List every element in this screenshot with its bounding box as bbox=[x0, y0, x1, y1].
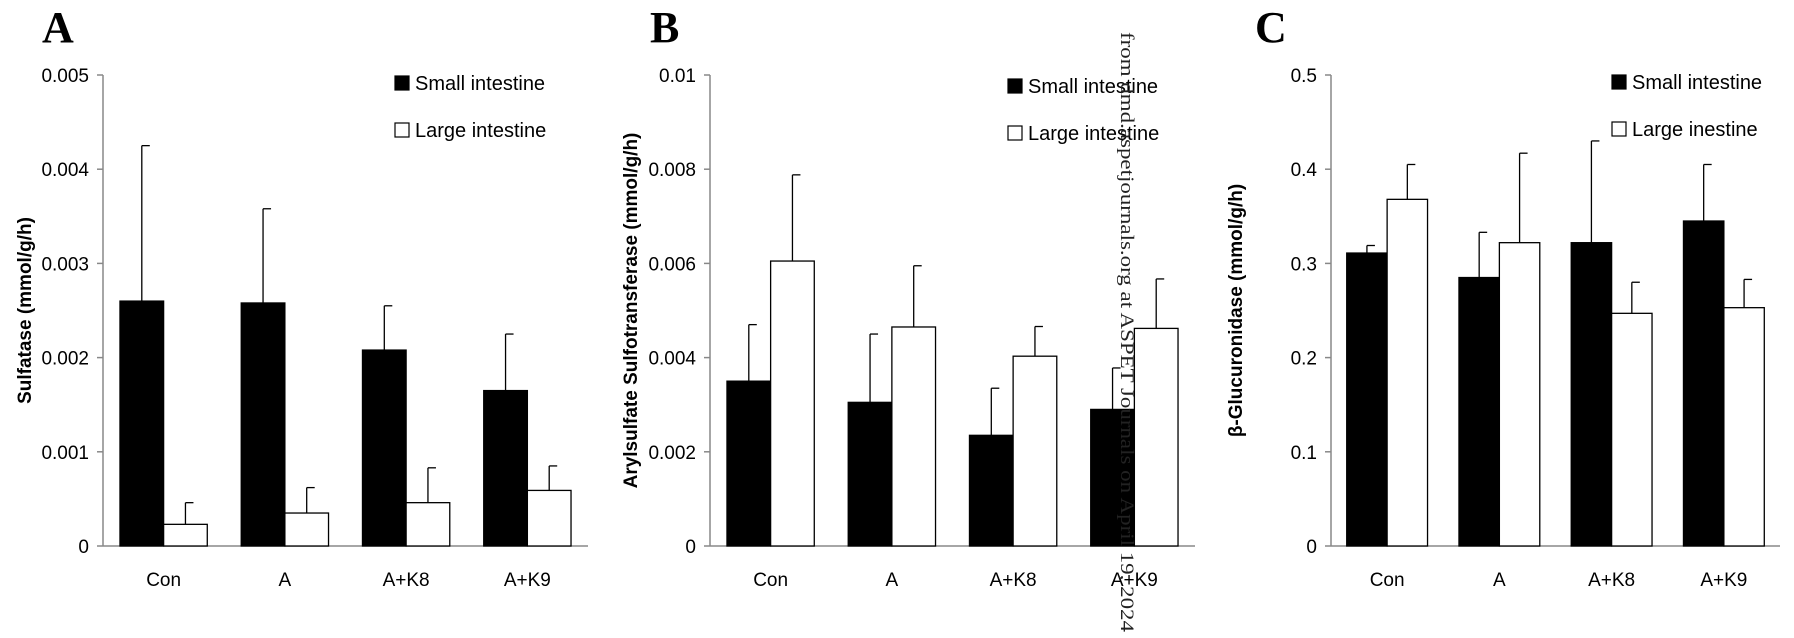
legend-label: Large intestine bbox=[415, 120, 546, 142]
bar-large-intestine bbox=[1723, 307, 1765, 547]
y-tick-label: 0.008 bbox=[648, 160, 696, 181]
bar-large-intestine bbox=[1386, 198, 1429, 547]
category-label: A+K9 bbox=[504, 570, 551, 591]
panel-letter: A bbox=[42, 3, 74, 52]
category-label: A bbox=[886, 570, 899, 591]
y-axis-title: Sulfatase (mmol/g/h) bbox=[15, 217, 36, 404]
bar-large-intestine bbox=[526, 489, 572, 547]
category-label: A+K8 bbox=[1588, 570, 1635, 591]
legend-swatch-large bbox=[1611, 121, 1627, 137]
y-tick-label: 0.01 bbox=[659, 66, 696, 87]
category-label: A+K8 bbox=[990, 570, 1037, 591]
legend-swatch-small bbox=[394, 75, 410, 91]
bar-large-intestine bbox=[769, 260, 815, 547]
y-axis-title: Arylsulfate Sulfotransferase (mmol/g/h) bbox=[621, 133, 642, 489]
y-tick-label: 0.004 bbox=[41, 160, 89, 181]
category-label: A+K9 bbox=[1111, 570, 1158, 591]
legend-label: Small intestine bbox=[1028, 76, 1158, 98]
bar-small-intestine bbox=[483, 389, 529, 547]
bar-small-intestine bbox=[361, 349, 407, 547]
bar-small-intestine bbox=[1346, 252, 1388, 547]
category-label: Con bbox=[753, 570, 788, 591]
y-tick-label: 0 bbox=[1306, 537, 1317, 558]
panel-c: C 0 0.1 0.2 0.3 0.4 0.5 β-Glucuronidase (mmol/g… bbox=[1226, 3, 1780, 591]
legend-swatch-small bbox=[1007, 78, 1023, 94]
bar-small-intestine bbox=[240, 302, 286, 547]
y-tick-label: 0.2 bbox=[1291, 349, 1317, 370]
y-tick-label: 0.003 bbox=[41, 254, 89, 275]
panel-letter: B bbox=[650, 3, 679, 52]
bar-large-intestine bbox=[1498, 242, 1541, 547]
y-tick-label: 0.5 bbox=[1291, 66, 1317, 87]
bar-large-intestine bbox=[1133, 327, 1179, 547]
y-tick-label: 0 bbox=[685, 537, 696, 558]
bar-large-intestine bbox=[1012, 355, 1058, 547]
panel-b: B 0 0.002 0.004 0.006 0.008 0.01 Arylsulfate Su… bbox=[621, 3, 1195, 591]
y-axis-title: β-Glucuronidase (mmol/g/h) bbox=[1226, 184, 1247, 437]
y-tick-label: 0.001 bbox=[41, 443, 89, 464]
y-tick-label: 0.004 bbox=[648, 349, 696, 370]
y-tick-label: 0.4 bbox=[1291, 160, 1318, 181]
y-tick-label: 0 bbox=[78, 537, 89, 558]
bar-large-intestine bbox=[284, 512, 330, 547]
legend-swatch-large bbox=[394, 122, 410, 138]
y-tick-label: 0.1 bbox=[1291, 443, 1317, 464]
legend-label: Small intestine bbox=[1632, 72, 1762, 94]
bar-small-intestine bbox=[1682, 220, 1725, 547]
legend-label: Large inestine bbox=[1632, 119, 1758, 141]
category-label: Con bbox=[146, 570, 181, 591]
bar-large-intestine bbox=[405, 502, 451, 547]
category-label: A+K8 bbox=[383, 570, 430, 591]
y-tick-label: 0.002 bbox=[41, 349, 89, 370]
legend-swatch-large bbox=[1007, 125, 1023, 141]
bar-small-intestine bbox=[119, 300, 165, 547]
panel-a: A 0 0.001 0.002 0.003 0.004 0.005 Sulfatase (mm… bbox=[15, 3, 588, 591]
bar-large-intestine bbox=[891, 326, 937, 547]
watermark-text: from dmd.aspetjournals.org at ASPET Jour… bbox=[1116, 32, 1137, 633]
y-tick-label: 0.006 bbox=[648, 254, 696, 275]
category-label: Con bbox=[1370, 570, 1405, 591]
panel-letter: C bbox=[1255, 3, 1287, 52]
category-label: A bbox=[279, 570, 292, 591]
legend-label: Small intestine bbox=[415, 73, 545, 95]
y-tick-label: 0.005 bbox=[41, 66, 89, 87]
legend-swatch-small bbox=[1611, 74, 1627, 90]
bar-small-intestine bbox=[1570, 242, 1613, 547]
bar-large-intestine bbox=[1610, 312, 1653, 547]
bar-small-intestine bbox=[1458, 276, 1501, 547]
y-tick-label: 0.002 bbox=[648, 443, 696, 464]
category-label: A+K9 bbox=[1700, 570, 1747, 591]
bar-small-intestine bbox=[847, 401, 893, 547]
y-tick-label: 0.3 bbox=[1291, 254, 1317, 275]
bar-small-intestine bbox=[968, 434, 1014, 547]
bar-large-intestine bbox=[162, 523, 208, 547]
bar-small-intestine bbox=[726, 380, 772, 547]
legend-label: Large intestine bbox=[1028, 123, 1159, 145]
category-label: A bbox=[1493, 570, 1506, 591]
